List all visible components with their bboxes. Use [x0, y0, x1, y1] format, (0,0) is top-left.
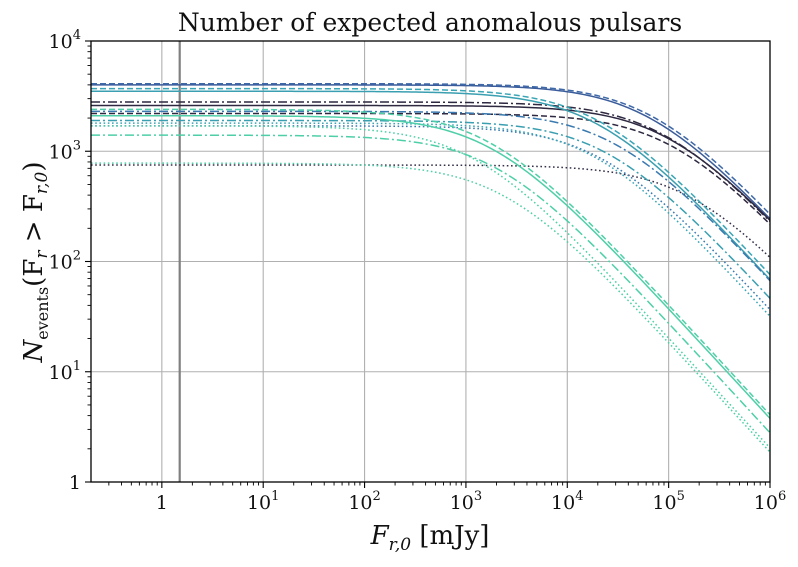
x-tick-label: 1	[156, 492, 168, 514]
x-tick-label: 102	[348, 489, 380, 514]
series-line-2	[91, 82, 770, 215]
x-tick-label: 101	[247, 489, 279, 514]
series-line-4	[91, 101, 770, 222]
series-line-3	[91, 104, 770, 221]
x-tick-label: 106	[754, 489, 786, 514]
series-layer	[91, 82, 770, 453]
series-line-16	[91, 162, 770, 453]
y-tick-label: 101	[49, 359, 81, 384]
x-ticks: 1 101 102 103 104 105 106	[108, 482, 786, 514]
y-tick-label: 103	[49, 138, 81, 163]
y-ticks: 1 101 102 103 104	[49, 28, 91, 494]
y-tick-label: 102	[49, 249, 81, 274]
series-line-15	[91, 134, 770, 434]
series-line-7	[91, 90, 770, 281]
series-line-6	[91, 164, 770, 258]
series-line-13	[91, 114, 770, 419]
x-axis-label: Fr,0 [mJy]	[370, 521, 490, 555]
x-tick-label: 105	[652, 489, 684, 514]
y-axis-label: Nevents(Fr > Fr,0)	[19, 162, 52, 364]
series-line-8	[91, 87, 770, 276]
series-line-9	[91, 110, 770, 282]
x-tick-label: 104	[551, 489, 583, 514]
y-tick-label: 104	[49, 28, 81, 53]
x-tick-label: 103	[450, 489, 482, 514]
series-line-14	[91, 108, 770, 416]
y-tick-label: 1	[69, 472, 81, 494]
chart-title: Number of expected anomalous pulsars	[178, 8, 682, 37]
series-line-1	[91, 84, 770, 220]
series-line-17	[91, 125, 770, 449]
series-line-5	[91, 112, 770, 225]
series-line-10	[91, 119, 770, 299]
